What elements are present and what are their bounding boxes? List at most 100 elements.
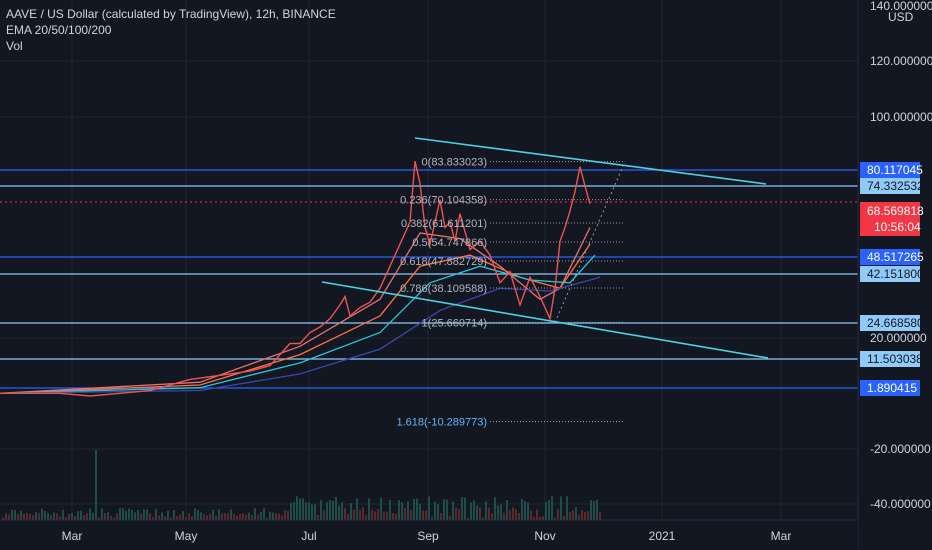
- volume-bar: [260, 511, 262, 520]
- volume-bar: [401, 501, 403, 520]
- level-badge-label: 74.332532: [867, 179, 924, 193]
- volume-bar: [575, 506, 577, 520]
- volume-bar: [404, 507, 406, 520]
- volume-bar: [539, 516, 541, 520]
- volume-bar: [377, 508, 379, 520]
- currency-label[interactable]: USD: [888, 10, 914, 24]
- ema-indicator-label[interactable]: EMA 20/50/100/200: [6, 23, 112, 37]
- volume-bar: [83, 515, 85, 520]
- volume-bar: [449, 516, 451, 520]
- volume-bar: [233, 514, 235, 520]
- volume-bar: [533, 516, 535, 520]
- last-price-badge[interactable]: [860, 202, 920, 236]
- volume-bar: [206, 515, 208, 520]
- volume-label[interactable]: Vol: [6, 39, 23, 53]
- x-tick-label: May: [175, 529, 198, 543]
- symbol-title[interactable]: AAVE / US Dollar (calculated by TradingV…: [6, 7, 336, 21]
- volume-bar: [458, 509, 460, 520]
- volume-bar: [563, 515, 565, 520]
- x-tick-label: Mar: [771, 529, 792, 543]
- volume-bar: [566, 496, 568, 520]
- level-badge-label: 24.668580: [867, 316, 924, 330]
- volume-bar: [71, 512, 73, 520]
- level-badge[interactable]: [860, 351, 920, 367]
- countdown-label: 10:56:04: [874, 220, 921, 234]
- volume-bar: [8, 514, 10, 520]
- fib-level-label: 1.618(-10.289773): [396, 417, 487, 429]
- volume-bar: [266, 517, 268, 520]
- y-tick-label: 140.000000: [870, 0, 932, 13]
- volume-bar: [425, 510, 427, 520]
- fib-level-label: 0(83.833023): [422, 157, 487, 169]
- volume-bar: [470, 502, 472, 520]
- volume-bar: [536, 509, 538, 520]
- level-badge[interactable]: [860, 249, 920, 265]
- volume-bar: [329, 499, 331, 520]
- volume-bar: [599, 512, 601, 520]
- volume-bar: [308, 501, 310, 520]
- volume-bar: [236, 515, 238, 520]
- volume-bar: [272, 512, 274, 520]
- volume-bar: [584, 511, 586, 520]
- last-price-label: 68.569818: [867, 204, 924, 218]
- volume-bar: [92, 512, 94, 520]
- volume-bar: [476, 505, 478, 520]
- volume-bar: [524, 501, 526, 520]
- volume-bar: [11, 509, 13, 520]
- volume-bar: [251, 514, 253, 520]
- volume-bar: [107, 512, 109, 520]
- level-badge[interactable]: [860, 315, 920, 331]
- volume-bar: [443, 499, 445, 520]
- lower-trendline[interactable]: [321, 281, 769, 359]
- volume-bar: [296, 496, 298, 520]
- level-badge[interactable]: [860, 178, 920, 194]
- volume-bar: [221, 513, 223, 520]
- volume-bar: [230, 509, 232, 520]
- volume-bar: [410, 509, 412, 520]
- trendline-layer[interactable]: [321, 137, 769, 359]
- volume-bar: [305, 502, 307, 520]
- level-badge[interactable]: [860, 162, 920, 178]
- volume-bar: [203, 514, 205, 520]
- level-badge-label: 11.503038: [867, 352, 923, 366]
- volume-bar: [149, 513, 151, 520]
- volume-bar: [341, 502, 343, 520]
- volume-bar: [182, 510, 184, 520]
- volume-bar: [587, 511, 589, 520]
- volume-bar: [86, 513, 88, 520]
- volume-bar: [467, 517, 469, 520]
- volume-bar: [173, 509, 175, 520]
- ema20-line: [0, 227, 591, 394]
- fib-level-label: 0.5(54.747866): [412, 237, 487, 249]
- volume-bar: [128, 508, 130, 520]
- volume-bar: [512, 507, 514, 520]
- volume-bar: [239, 514, 241, 520]
- volume-bar: [434, 501, 436, 520]
- volume-bar: [2, 517, 4, 520]
- upper-trendline[interactable]: [414, 137, 767, 185]
- volume-bar: [338, 505, 340, 520]
- level-badge[interactable]: [860, 380, 920, 396]
- volume-bar: [326, 502, 328, 520]
- volume-bar: [170, 517, 172, 520]
- volume-bar: [146, 509, 148, 520]
- volume-bar: [350, 503, 352, 520]
- volume-bar: [89, 508, 91, 520]
- volume-bar: [506, 500, 508, 520]
- volume-bar: [62, 509, 64, 520]
- y-tick-label: 120.000000: [870, 54, 932, 68]
- volume-bar: [416, 498, 418, 520]
- level-badge[interactable]: [860, 266, 920, 282]
- volume-bar: [161, 512, 163, 520]
- volume-bar: [491, 513, 493, 520]
- volume-bar: [200, 512, 202, 520]
- volume-bar: [542, 516, 544, 520]
- volume-bar: [344, 508, 346, 520]
- time-axis-panel[interactable]: [0, 520, 858, 550]
- volume-bar: [59, 516, 61, 520]
- volume-bar: [383, 511, 385, 520]
- volume-bar: [179, 514, 181, 520]
